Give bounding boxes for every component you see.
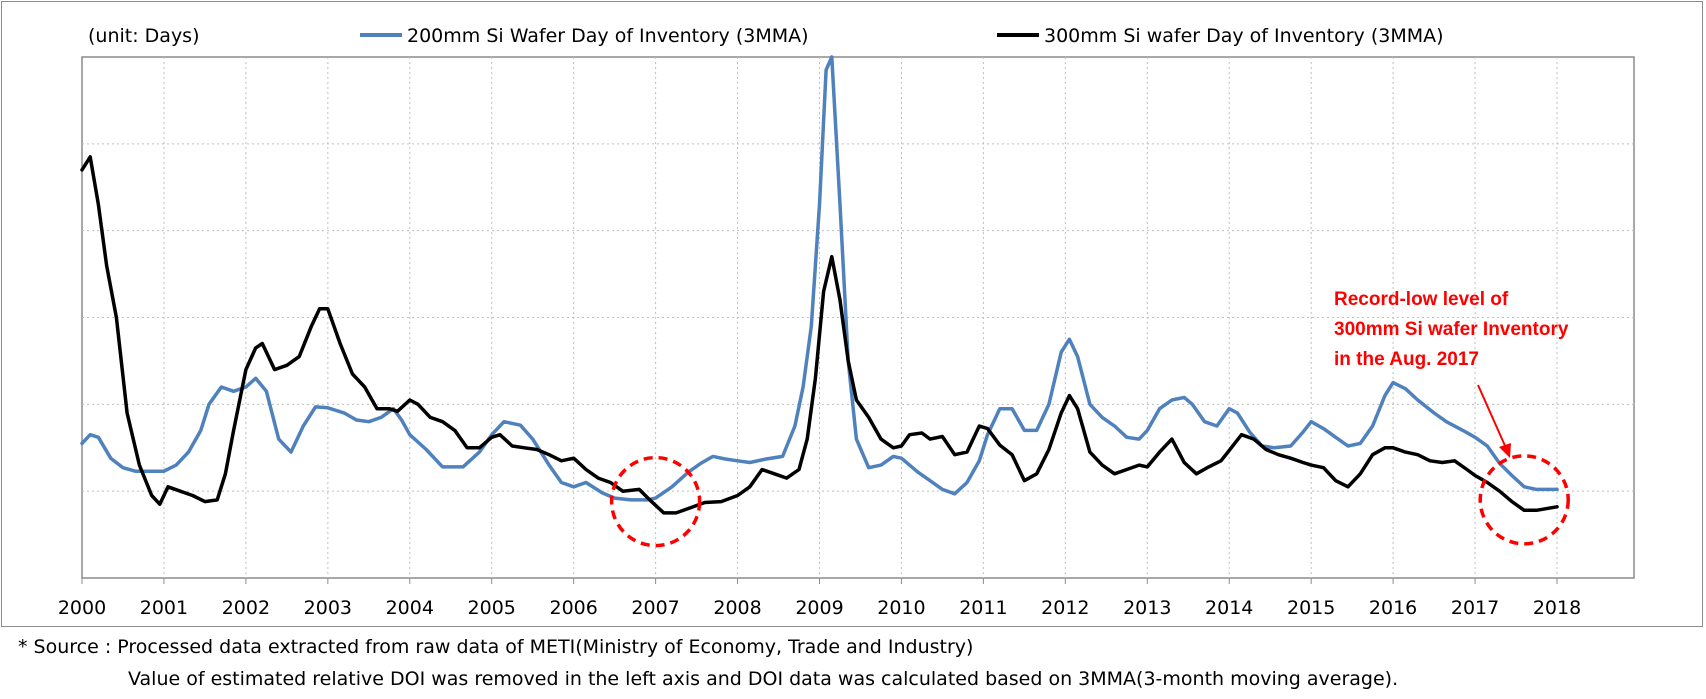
unit-label: (unit: Days): [88, 25, 200, 47]
x-tick-label: 2017: [1451, 597, 1499, 619]
x-tick-label: 2018: [1533, 597, 1581, 619]
x-tick-label: 2004: [386, 597, 434, 619]
grid: [82, 57, 1634, 578]
legend: (unit: Days) 200mm Si Wafer Day of Inven…: [88, 25, 1444, 47]
x-tick-label: 2009: [795, 597, 843, 619]
annotation-arrow-shaft: [1477, 384, 1507, 449]
x-tick-label: 2016: [1369, 597, 1417, 619]
x-tick-label: 2011: [959, 597, 1007, 619]
x-tick-label: 2002: [222, 597, 270, 619]
x-tick-label: 2005: [468, 597, 516, 619]
inventory-chart: 2000 2001 2002 2003 2004 2005 2006 2007 2008 2009…: [58, 25, 1635, 619]
annotation-line-2: 300mm Si wafer Inventory: [1334, 319, 1569, 340]
annotation-line-1: Record-low level of: [1334, 289, 1509, 310]
legend-label-200mm: 200mm Si Wafer Day of Inventory (3MMA): [407, 25, 809, 47]
x-tick-label: 2006: [549, 597, 597, 619]
annotation-line-3: in the Aug. 2017: [1334, 349, 1479, 370]
x-tick-label: 2013: [1123, 597, 1171, 619]
highlight-circle-2: [1478, 454, 1570, 546]
x-tick-label: 2000: [58, 597, 106, 619]
x-tick-label: 2012: [1041, 597, 1089, 619]
x-tick-label: 2001: [140, 597, 188, 619]
x-tick-label: 2003: [304, 597, 352, 619]
series-line-300mm: [80, 155, 1559, 515]
legend-label-300mm: 300mm Si wafer Day of Inventory (3MMA): [1044, 25, 1444, 47]
highlight-circle-1: [609, 455, 702, 548]
highlight-circles: [609, 454, 1570, 548]
annotation-arrow-head: [1499, 443, 1511, 458]
method-footnote: Value of estimated relative DOI was remo…: [128, 668, 1399, 690]
x-tick-label: 2007: [631, 597, 679, 619]
series-lines: [80, 55, 1559, 515]
x-tick-label: 2010: [877, 597, 925, 619]
record-low-annotation: Record-low level of 300mm Si wafer Inven…: [1334, 289, 1569, 458]
x-axis-ticks: 2000 2001 2002 2003 2004 2005 2006 2007 2008 2009…: [58, 578, 1581, 619]
x-tick-label: 2014: [1205, 597, 1253, 619]
x-tick-label: 2015: [1287, 597, 1335, 619]
source-footnote: * Source : Processed data extracted from…: [18, 636, 974, 658]
series-line-200mm: [80, 55, 1559, 502]
x-tick-label: 2008: [713, 597, 761, 619]
